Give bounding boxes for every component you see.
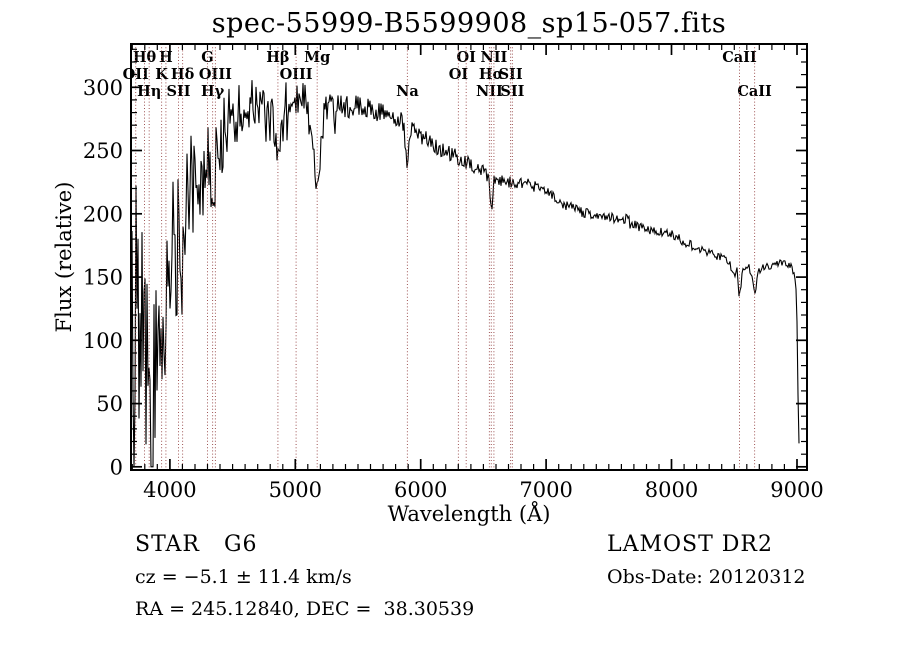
spectral-line-label: OIII bbox=[280, 66, 313, 83]
spectral-line-label: SII bbox=[500, 83, 524, 100]
y-tick-label: 300 bbox=[83, 76, 123, 100]
spectral-line-label: Hδ bbox=[171, 66, 195, 83]
spectral-line-label: SII bbox=[499, 66, 523, 83]
y-tick-label: 250 bbox=[83, 139, 123, 163]
spectral-line-label: K bbox=[155, 66, 169, 83]
spectral-line-label: Hη bbox=[137, 83, 161, 100]
spectral-line-label: NII bbox=[476, 83, 503, 100]
x-tick-label: 4000 bbox=[143, 478, 196, 502]
spectral-line-label: Hγ bbox=[201, 83, 225, 100]
x-tick-label: 6000 bbox=[394, 478, 447, 502]
spectral-line-label: Na bbox=[396, 83, 419, 100]
object-class-text: STAR G6 bbox=[135, 532, 258, 557]
spectral-line-label: SII bbox=[166, 83, 190, 100]
y-tick-label: 200 bbox=[83, 202, 123, 226]
spectral-line-label: OIII bbox=[199, 66, 232, 83]
spectral-line-label: OI bbox=[449, 66, 469, 83]
x-tick-label: 9000 bbox=[770, 478, 823, 502]
y-tick-label: 100 bbox=[83, 329, 123, 353]
y-tick-label: 0 bbox=[110, 455, 123, 479]
axis-frame bbox=[130, 43, 808, 471]
x-tick-label: 7000 bbox=[519, 478, 572, 502]
obs-date-text: Obs-Date: 20120312 bbox=[607, 566, 806, 588]
spectrum-line bbox=[130, 80, 800, 468]
spectral-line-label: Hα bbox=[479, 66, 504, 83]
ra-dec-text: RA = 245.12840, DEC = 38.30539 bbox=[135, 598, 475, 620]
x-tick-label: 5000 bbox=[269, 478, 322, 502]
survey-release-text: LAMOST DR2 bbox=[607, 532, 773, 557]
x-tick-label: 8000 bbox=[645, 478, 698, 502]
x-axis-label: Wavelength (Å) bbox=[387, 502, 551, 526]
y-tick-label: 150 bbox=[83, 266, 123, 290]
cz-velocity-text: cz = −5.1 ± 11.4 km/s bbox=[135, 566, 352, 588]
plot-title: spec-55999-B5599908_sp15-057.fits bbox=[211, 8, 727, 39]
y-tick-label: 50 bbox=[96, 392, 123, 416]
spectral-line-label: CaII bbox=[737, 83, 772, 100]
